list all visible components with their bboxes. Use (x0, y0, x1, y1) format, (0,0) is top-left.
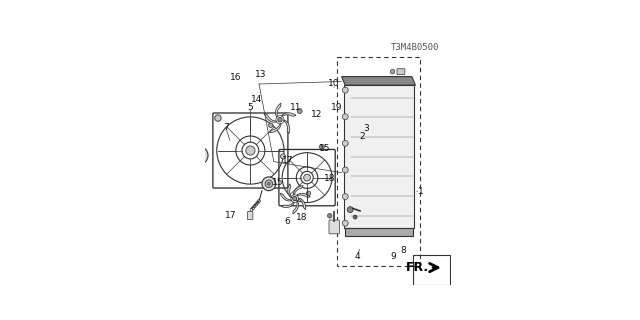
Text: 7: 7 (223, 123, 228, 132)
Polygon shape (296, 193, 310, 197)
Text: 9: 9 (390, 252, 396, 261)
Text: 5: 5 (248, 103, 253, 112)
Circle shape (342, 220, 348, 226)
Polygon shape (345, 228, 413, 236)
Circle shape (265, 180, 273, 188)
Circle shape (193, 150, 204, 161)
Bar (413, 255, 450, 285)
Circle shape (328, 213, 332, 218)
Circle shape (319, 144, 324, 149)
Polygon shape (269, 124, 281, 132)
Text: 10: 10 (328, 79, 340, 89)
Text: 18: 18 (296, 212, 308, 221)
Circle shape (214, 115, 221, 121)
Text: T3M4B0500: T3M4B0500 (391, 43, 440, 52)
Circle shape (278, 117, 282, 122)
Circle shape (280, 154, 285, 159)
Circle shape (342, 140, 348, 146)
Circle shape (342, 114, 348, 120)
Polygon shape (284, 120, 290, 134)
Text: 15: 15 (272, 178, 284, 187)
Circle shape (292, 196, 297, 201)
Text: 2: 2 (360, 132, 365, 141)
Polygon shape (275, 103, 281, 117)
Circle shape (342, 167, 348, 173)
Text: 16: 16 (230, 73, 241, 82)
Text: 17: 17 (225, 211, 236, 220)
Text: 1: 1 (417, 187, 423, 196)
Polygon shape (344, 85, 414, 228)
Text: 17: 17 (282, 156, 293, 165)
Text: 15: 15 (319, 144, 330, 153)
Text: 8: 8 (400, 246, 406, 255)
Text: 18: 18 (323, 174, 335, 183)
Circle shape (189, 146, 208, 165)
Circle shape (297, 108, 302, 114)
Circle shape (303, 174, 310, 181)
Text: 19: 19 (331, 103, 342, 112)
Circle shape (269, 123, 273, 127)
Text: 12: 12 (311, 110, 323, 119)
Text: 11: 11 (290, 103, 301, 112)
Circle shape (246, 146, 255, 155)
FancyBboxPatch shape (329, 220, 339, 234)
Polygon shape (298, 198, 306, 210)
Text: 13: 13 (255, 70, 266, 79)
Circle shape (390, 69, 395, 74)
Circle shape (353, 215, 357, 219)
Circle shape (262, 177, 276, 191)
Circle shape (268, 182, 270, 185)
Circle shape (348, 207, 353, 212)
Polygon shape (264, 114, 276, 122)
Circle shape (307, 191, 311, 196)
Polygon shape (293, 186, 303, 195)
Circle shape (342, 194, 348, 200)
Polygon shape (282, 113, 296, 116)
Text: 3: 3 (364, 124, 369, 133)
Circle shape (342, 87, 348, 93)
Text: FR.: FR. (406, 261, 429, 274)
Polygon shape (292, 201, 298, 214)
Polygon shape (280, 193, 292, 201)
Text: 14: 14 (251, 95, 262, 105)
FancyBboxPatch shape (248, 212, 253, 220)
Text: 6: 6 (284, 218, 290, 227)
Polygon shape (342, 76, 415, 85)
FancyBboxPatch shape (397, 69, 405, 75)
Circle shape (196, 154, 200, 157)
Text: 4: 4 (355, 252, 360, 261)
Polygon shape (288, 184, 291, 197)
Polygon shape (282, 202, 294, 207)
